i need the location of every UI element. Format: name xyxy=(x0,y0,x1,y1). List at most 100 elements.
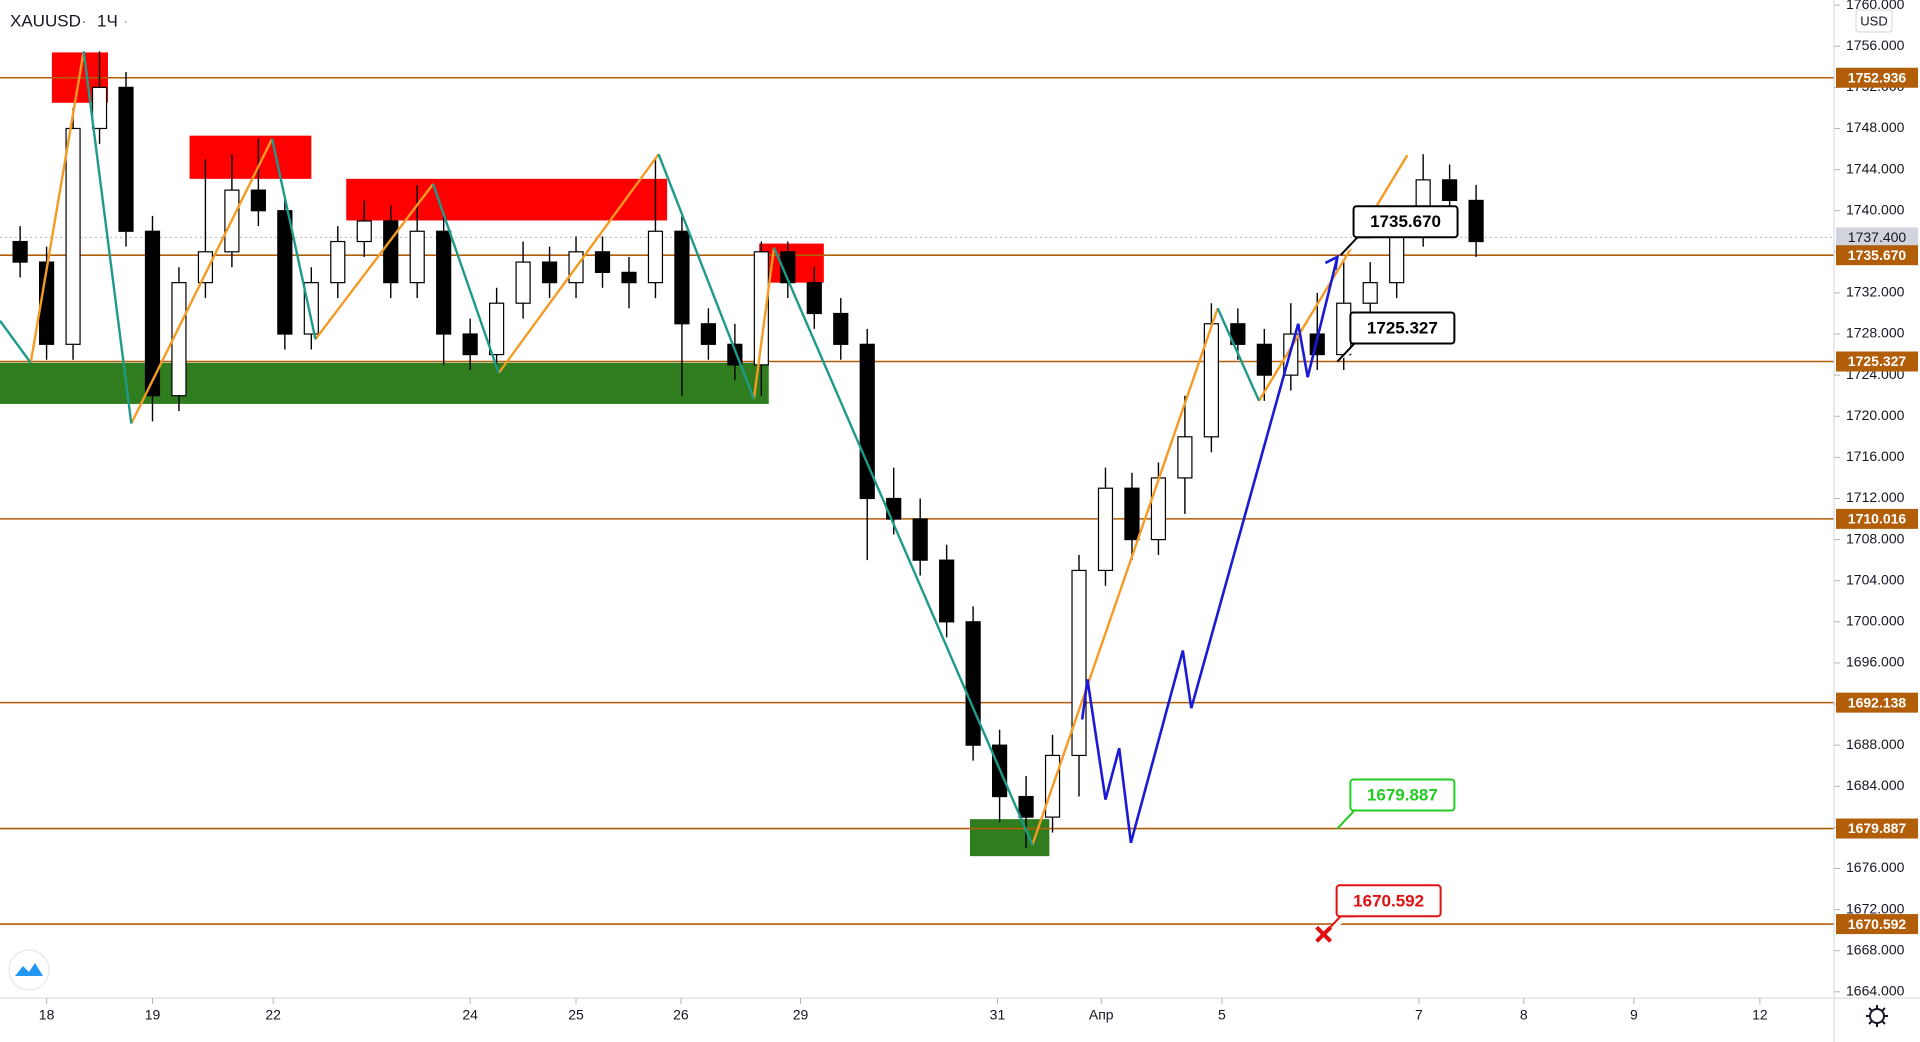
candle-body xyxy=(621,271,637,284)
y-tick-label: 1708.000 xyxy=(1846,530,1905,546)
y-tick-label: 1760.000 xyxy=(1846,0,1905,12)
x-tick-label: 8 xyxy=(1520,1007,1528,1023)
level-tag xyxy=(1836,914,1918,935)
candle-body xyxy=(118,86,134,232)
candle-body xyxy=(965,621,981,746)
y-tick-label: 1756.000 xyxy=(1846,37,1905,53)
x-tick-label: 5 xyxy=(1218,1007,1226,1023)
candle-body xyxy=(65,127,81,345)
currency-box xyxy=(1855,9,1893,33)
logo xyxy=(8,949,50,991)
level-tag xyxy=(1836,818,1918,839)
candle-body xyxy=(144,230,161,397)
y-tick-label: 1740.000 xyxy=(1846,201,1905,217)
candle-body xyxy=(330,240,346,284)
candle-body xyxy=(1230,323,1246,345)
y-tick-label: 1668.000 xyxy=(1846,941,1905,957)
x-tick-label: 31 xyxy=(990,1007,1006,1023)
time-axis xyxy=(0,998,1834,1042)
y-tick-label: 1704.000 xyxy=(1846,571,1905,587)
candle-body xyxy=(1442,179,1458,202)
x-tick-label: 19 xyxy=(145,1007,161,1023)
candle-body xyxy=(1018,795,1034,818)
callout-label: 1679.887 xyxy=(1367,786,1438,805)
level-tag-label: 1692.138 xyxy=(1848,694,1907,710)
level-tag-label: 1670.592 xyxy=(1848,916,1907,932)
interval: 1Ч xyxy=(97,11,118,30)
level-tag xyxy=(1836,351,1918,372)
candle-body xyxy=(197,251,214,284)
callout-label: 1670.592 xyxy=(1353,891,1424,910)
x-tick-label: 9 xyxy=(1630,1007,1638,1023)
callout-label: 1725.327 xyxy=(1367,318,1438,337)
callout-box xyxy=(1352,205,1459,239)
x-tick-label: 26 xyxy=(673,1007,689,1023)
candle-body xyxy=(356,220,372,243)
candle-body xyxy=(1177,436,1193,479)
y-tick-label: 1712.000 xyxy=(1846,489,1905,505)
candle-body xyxy=(594,251,611,273)
candle-body xyxy=(409,230,425,284)
candle-body xyxy=(383,220,399,284)
candle-body xyxy=(912,518,928,561)
candle-body xyxy=(1150,477,1167,541)
plot-area: 1735.670 1725.327 1679.887 1670.592 xyxy=(0,51,1834,943)
y-tick-label: 1676.000 xyxy=(1846,859,1905,875)
x-tick-label: 22 xyxy=(265,1007,281,1023)
level-tag xyxy=(1836,245,1918,266)
y-tick-label: 1700.000 xyxy=(1846,613,1905,629)
y-tick-label: 1748.000 xyxy=(1846,119,1905,135)
level-tag-label: 1725.327 xyxy=(1848,353,1907,369)
symbol: XAUUSD xyxy=(10,11,81,30)
y-tick-label: 1696.000 xyxy=(1846,654,1905,670)
cross-marker xyxy=(1315,925,1333,943)
zigzag xyxy=(29,51,1409,846)
y-tick-label: 1716.000 xyxy=(1846,448,1905,464)
y-tick-label: 1720.000 xyxy=(1846,407,1905,423)
candle-body xyxy=(674,230,690,325)
candle-body xyxy=(250,189,266,212)
callout-box xyxy=(1349,778,1456,812)
level-tag xyxy=(1836,692,1918,713)
x-tick-label: 25 xyxy=(568,1007,584,1023)
candle-body xyxy=(1468,199,1484,243)
candle-body xyxy=(462,333,478,356)
candle-body xyxy=(1362,282,1378,304)
level-tag xyxy=(1836,67,1918,88)
projection xyxy=(1080,256,1339,844)
y-tick-label: 1664.000 xyxy=(1846,983,1905,999)
axes: 1664.0001668.0001672.0001676.0001680.000… xyxy=(39,0,1918,1023)
candle-body xyxy=(541,261,558,284)
zigzag xyxy=(0,51,1261,846)
last-price-label: 1737.400 xyxy=(1848,229,1907,245)
y-tick-label: 1684.000 xyxy=(1846,777,1905,793)
candle-body xyxy=(303,282,319,335)
level-tag xyxy=(1836,508,1918,529)
zone xyxy=(346,178,668,221)
candle-body xyxy=(806,282,822,315)
candle-body xyxy=(939,559,955,623)
separator: · xyxy=(123,11,129,30)
currency: USD xyxy=(1860,13,1887,28)
x-tick-label: 29 xyxy=(793,1007,809,1023)
candle-body xyxy=(1124,487,1140,541)
candle-body xyxy=(1336,302,1352,356)
callout-label: 1735.670 xyxy=(1370,212,1441,231)
y-tick-label: 1732.000 xyxy=(1846,284,1905,300)
candle-body xyxy=(436,230,452,335)
zone xyxy=(969,819,1050,857)
candle-body xyxy=(12,240,28,263)
level-tag-label: 1710.016 xyxy=(1848,511,1907,527)
x-tick-label: 24 xyxy=(462,1007,478,1023)
candle-body xyxy=(647,230,664,284)
candle-body xyxy=(1256,343,1272,376)
x-tick-label: 12 xyxy=(1752,1007,1768,1023)
candle-body xyxy=(38,261,55,345)
callout-box xyxy=(1335,884,1442,918)
settings-button[interactable] xyxy=(1866,1005,1888,1027)
candle-body xyxy=(277,210,293,335)
y-tick-label: 1744.000 xyxy=(1846,160,1905,176)
candle-body xyxy=(833,312,849,345)
